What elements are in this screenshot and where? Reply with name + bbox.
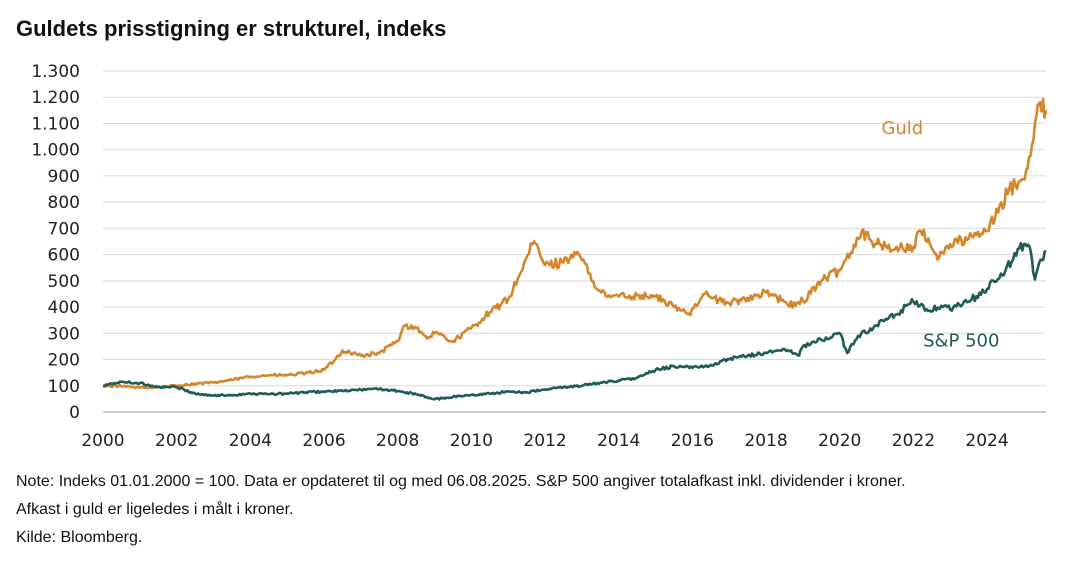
series-label-sp500: S&P 500 [923, 330, 999, 351]
x-axis-tick-labels: 2000 2002 2004 2006 2008 2010 2012 2014 2016 2018… [81, 431, 1008, 451]
y-tick-label: 1.100 [31, 114, 80, 134]
series-line-sp500 [102, 241, 1047, 401]
y-tick-label: 100 [48, 377, 80, 397]
y-tick-label: 300 [48, 324, 80, 344]
y-tick-label: 1.300 [31, 62, 80, 82]
note-line-1: Note: Indeks 01.01.2000 = 100. Data er o… [16, 473, 906, 490]
x-tick-label: 2006 [302, 431, 345, 451]
y-tick-label: 800 [48, 193, 80, 213]
x-tick-label: 2008 [376, 431, 419, 451]
series-labels: Guld S&P 500 [881, 118, 999, 351]
chart-title: Guldets prisstigning er strukturel, inde… [16, 16, 447, 41]
y-tick-label: 700 [48, 219, 80, 239]
gridlines [103, 70, 1046, 413]
x-tick-label: 2018 [744, 431, 787, 451]
note-source: Kilde: Bloomberg. [16, 529, 143, 546]
series-line-guld [102, 97, 1048, 390]
x-tick-label: 2022 [892, 431, 935, 451]
y-axis-tick-labels: 0 100 200 300 400 500 600 700 800 900 1.000 1.100 1.… [31, 62, 80, 423]
y-tick-label: 500 [48, 272, 80, 292]
x-tick-label: 2004 [229, 431, 272, 451]
x-tick-label: 2020 [818, 431, 861, 451]
x-tick-label: 2002 [155, 431, 198, 451]
y-tick-label: 1.000 [31, 141, 80, 161]
y-tick-label: 600 [48, 246, 80, 266]
y-tick-label: 400 [48, 298, 80, 318]
chart-notes: Note: Indeks 01.01.2000 = 100. Data er o… [16, 468, 1076, 552]
y-tick-label: 0 [69, 403, 80, 423]
note-line-2: Afkast i guld er ligeledes i målt i kron… [16, 501, 294, 518]
y-tick-label: 200 [48, 351, 80, 371]
x-tick-label: 2016 [671, 431, 714, 451]
chart: 0 100 200 300 400 500 600 700 800 900 1.000 1.100 1.… [31, 62, 1048, 451]
series-lines [102, 97, 1048, 401]
x-tick-label: 2024 [965, 431, 1008, 451]
series-label-guld: Guld [881, 118, 923, 139]
x-tick-label: 2000 [81, 431, 124, 451]
x-tick-label: 2010 [450, 431, 493, 451]
x-tick-label: 2014 [597, 431, 640, 451]
x-tick-label: 2012 [523, 431, 566, 451]
y-tick-label: 1.200 [31, 88, 80, 108]
y-tick-label: 900 [48, 167, 80, 187]
